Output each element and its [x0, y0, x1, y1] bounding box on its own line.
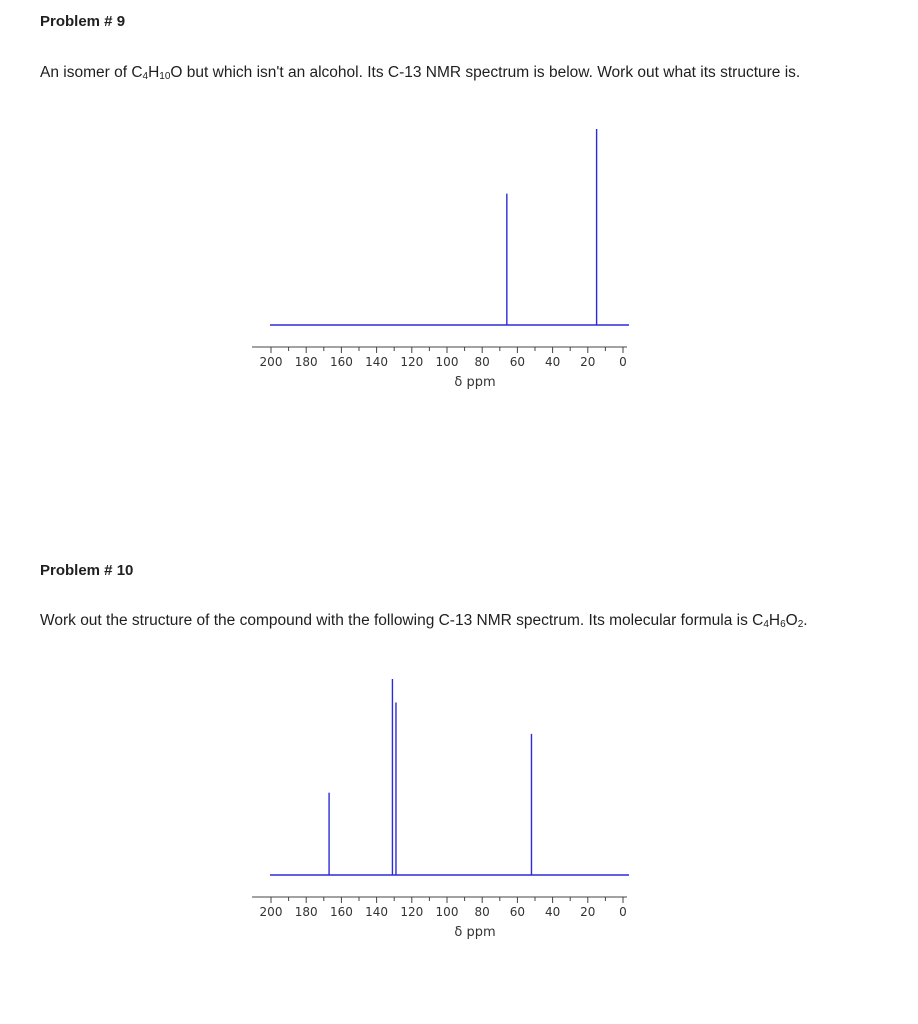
x-tick-label: 0: [619, 905, 627, 919]
formula-subscript: 10: [159, 71, 171, 82]
x-tick-label: 20: [580, 355, 595, 369]
x-axis-label: δ ppm: [454, 375, 495, 390]
x-tick-label: 180: [295, 905, 318, 919]
formula-element: C: [752, 612, 764, 629]
x-tick-label: 100: [436, 905, 459, 919]
x-tick-label: 40: [545, 905, 560, 919]
formula-element: O: [170, 64, 183, 81]
formula-element: C: [131, 64, 143, 81]
x-tick-label: 200: [260, 355, 283, 369]
x-axis-label: δ ppm: [454, 925, 495, 940]
formula-element: H: [148, 64, 160, 81]
x-tick-label: 140: [365, 905, 388, 919]
formula-element: H: [768, 612, 781, 629]
problem-9-text-before: An isomer of: [40, 64, 132, 81]
x-tick-label: 160: [330, 355, 353, 369]
problem-10-text: Work out the structure of the compound w…: [40, 609, 900, 632]
formula-subscript: 6: [780, 619, 786, 630]
x-tick-label: 180: [295, 355, 318, 369]
problem-9-text: An isomer of C4H10O but which isn't an a…: [40, 61, 900, 84]
nmr-spectrum-problem-9: 200 180 160 140 120 100 80 60 40 20 0δ ppm: [252, 129, 629, 390]
x-tick-label: 100: [436, 355, 459, 369]
problem-10-text-before: Work out the structure of the compound w…: [40, 612, 753, 629]
x-tick-label: 160: [330, 905, 353, 919]
nmr-spectrum-problem-10: 200 180 160 140 120 100 80 60 40 20 0δ ppm: [252, 679, 629, 940]
problem-9-title: Problem # 9: [40, 13, 126, 30]
formula-subscript: 2: [797, 619, 804, 630]
x-tick-label: 80: [475, 355, 490, 369]
formula-subscript: 4: [763, 619, 769, 630]
problem-10-formula: C4H6O2: [752, 612, 804, 630]
problem-9-text-after: but which isn't an alcohol. Its C-13 NMR…: [182, 64, 801, 81]
x-tick-label: 120: [400, 905, 423, 919]
x-tick-label: 60: [510, 905, 525, 919]
x-tick-label: 80: [475, 905, 490, 919]
x-tick-label: 120: [400, 355, 423, 369]
x-tick-label: 200: [260, 905, 283, 919]
x-tick-label: 60: [510, 355, 525, 369]
problem-10-title: Problem # 10: [40, 562, 134, 579]
problem-9-formula: C4H10O: [131, 64, 183, 82]
formula-subscript: 4: [142, 71, 149, 82]
x-tick-label: 40: [545, 355, 560, 369]
x-tick-label: 140: [365, 355, 388, 369]
formula-element: O: [785, 612, 798, 629]
x-tick-label: 0: [619, 355, 627, 369]
problem-10-text-after: .: [803, 612, 808, 629]
x-tick-label: 20: [580, 905, 595, 919]
